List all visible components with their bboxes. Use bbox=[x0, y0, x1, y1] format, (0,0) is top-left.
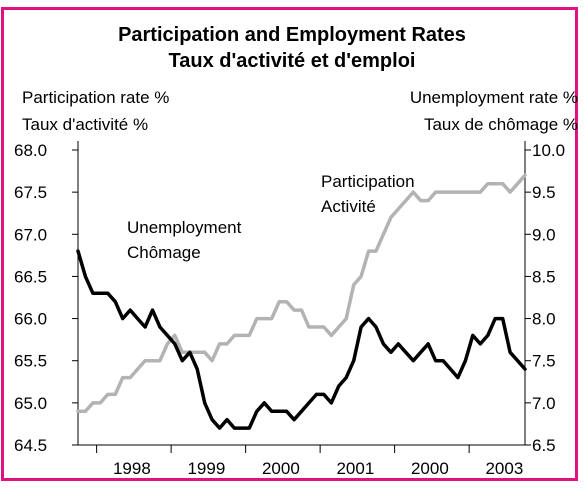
left-tick-label: 68.0 bbox=[14, 141, 47, 160]
unemployment-annotation: Unemployment bbox=[127, 218, 242, 237]
right-tick-label: 9.5 bbox=[532, 183, 556, 202]
participation-series-line bbox=[76, 173, 527, 414]
chart-title: Participation and Employment Rates bbox=[118, 24, 466, 46]
x-tick-label: 2000 bbox=[411, 459, 449, 478]
series-lines bbox=[76, 173, 527, 430]
right-tick-label: 8.5 bbox=[532, 267, 556, 286]
right-tick-label: 8.0 bbox=[532, 310, 556, 329]
left-tick-label: 65.0 bbox=[14, 394, 47, 413]
chart-subtitle: Taux d'activité et d'emploi bbox=[169, 50, 416, 72]
right-tick-label: 6.5 bbox=[532, 436, 556, 455]
participation-annotation-fr: Activité bbox=[321, 197, 376, 216]
left-tick-label: 67.0 bbox=[14, 225, 47, 244]
right-axis-label: Unemployment rate % bbox=[410, 88, 578, 107]
unemployment-series-line bbox=[76, 249, 527, 430]
left-tick-label: 64.5 bbox=[14, 436, 47, 455]
right-axis-label-fr: Taux de chômage % bbox=[424, 115, 578, 134]
x-tick-label: 2000 bbox=[262, 459, 300, 478]
left-tick-label: 66.5 bbox=[14, 267, 47, 286]
unemployment-annotation-fr: Chômage bbox=[127, 243, 201, 262]
x-tick-label: 2003 bbox=[485, 459, 523, 478]
right-tick-label: 7.0 bbox=[532, 394, 556, 413]
x-tick-label: 1999 bbox=[187, 459, 225, 478]
x-tick-label: 1998 bbox=[113, 459, 151, 478]
x-tick-label: 2001 bbox=[336, 459, 374, 478]
right-tick-label: 10.0 bbox=[532, 141, 565, 160]
left-tick-label: 67.5 bbox=[14, 183, 47, 202]
left-axis-label: Participation rate % bbox=[22, 88, 169, 107]
left-axis-label-fr: Taux d'activité % bbox=[22, 115, 148, 134]
right-tick-label: 9.0 bbox=[532, 225, 556, 244]
axis-ticks: 68.0 67.5 67.0 66.5 66.0 65.5 65.0 64.5 10.0 9.5 9… bbox=[14, 141, 565, 478]
left-tick-label: 66.0 bbox=[14, 310, 47, 329]
right-tick-label: 7.5 bbox=[532, 352, 556, 371]
left-tick-label: 65.5 bbox=[14, 352, 47, 371]
participation-annotation: Participation bbox=[321, 172, 415, 191]
